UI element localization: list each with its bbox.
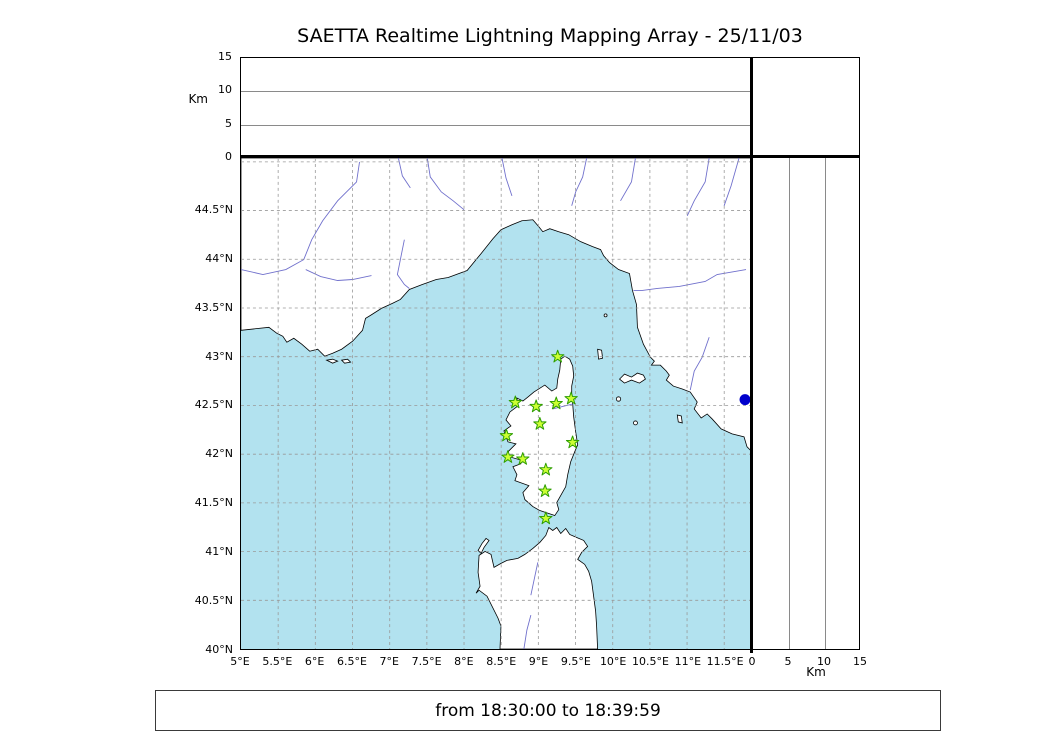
alt-tick-label-left: 5 (225, 116, 232, 130)
alt-tick-label-left: 0 (225, 150, 232, 163)
map-svg (241, 158, 751, 649)
alt-tick-label-bottom: 5 (784, 655, 792, 668)
river-group (241, 158, 747, 649)
grid-group (241, 158, 751, 649)
station-markers-group (499, 349, 580, 525)
lon-tick-label: 9°E (528, 655, 549, 668)
altitude-gridline (789, 158, 790, 649)
altitude-gridline (825, 158, 826, 649)
lon-tick-label: 7°E (379, 655, 399, 668)
lat-tick-label: 41.5°N (194, 496, 233, 510)
lon-tick-label: 5°E (230, 655, 250, 668)
lon-tick-label: 10.5°E (632, 655, 669, 668)
top-right-panel (752, 57, 860, 157)
alt-tick-label-bottom: 15 (853, 655, 867, 668)
lon-tick-label: 10°E (599, 655, 627, 668)
lon-tick-label: 8°E (454, 655, 474, 668)
lat-tick-label: 41°N (205, 545, 233, 559)
map-panel (240, 157, 752, 650)
lon-tick-label: 6°E (304, 655, 325, 668)
lat-tick-label: 40.5°N (194, 594, 233, 608)
km-axis-label-bottom: Km (806, 665, 826, 679)
time-range-text: from 18:30:00 to 18:39:59 (435, 700, 661, 721)
lat-tick-label: 44°N (205, 251, 233, 265)
alt-tick-label-bottom: 10 (817, 655, 831, 668)
panel-divider-vertical (750, 57, 753, 653)
alt-tick-label-bottom: 0 (748, 655, 756, 668)
lon-tick-label: 6.5°E (336, 655, 367, 668)
lon-tick-label: 8.5°E (486, 655, 517, 668)
lon-tick-label: 5.5°E (262, 655, 293, 668)
lon-tick-label: 11°E (674, 655, 702, 668)
lon-tick-label: 9.5°E (560, 655, 591, 668)
km-axis-label-left: Km (188, 92, 208, 106)
altitude-latitude-panel (752, 157, 860, 650)
lat-tick-label: 43.5°N (194, 300, 233, 314)
lon-tick-label: 7.5°E (411, 655, 442, 668)
lat-tick-label: 40°N (205, 643, 233, 656)
event-markers-group (739, 394, 751, 406)
lon-tick-label: 11.5°E (706, 655, 744, 668)
lat-tick-label: 42°N (205, 447, 233, 461)
plot-title: SAETTA Realtime Lightning Mapping Array … (297, 25, 803, 47)
lat-tick-label: 43°N (205, 349, 233, 363)
time-range-box: from 18:30:00 to 18:39:59 (155, 690, 941, 731)
panel-divider-horizontal (240, 155, 860, 158)
land-group (241, 158, 751, 649)
altitude-gridline (241, 124, 751, 126)
alt-tick-label-left: 10 (218, 83, 232, 97)
lat-tick-label: 42.5°N (194, 398, 233, 412)
altitude-gridline (241, 91, 751, 93)
lat-tick-label: 44.5°N (194, 202, 233, 216)
alt-tick-label-left: 15 (218, 50, 232, 63)
altitude-longitude-panel (240, 57, 752, 157)
